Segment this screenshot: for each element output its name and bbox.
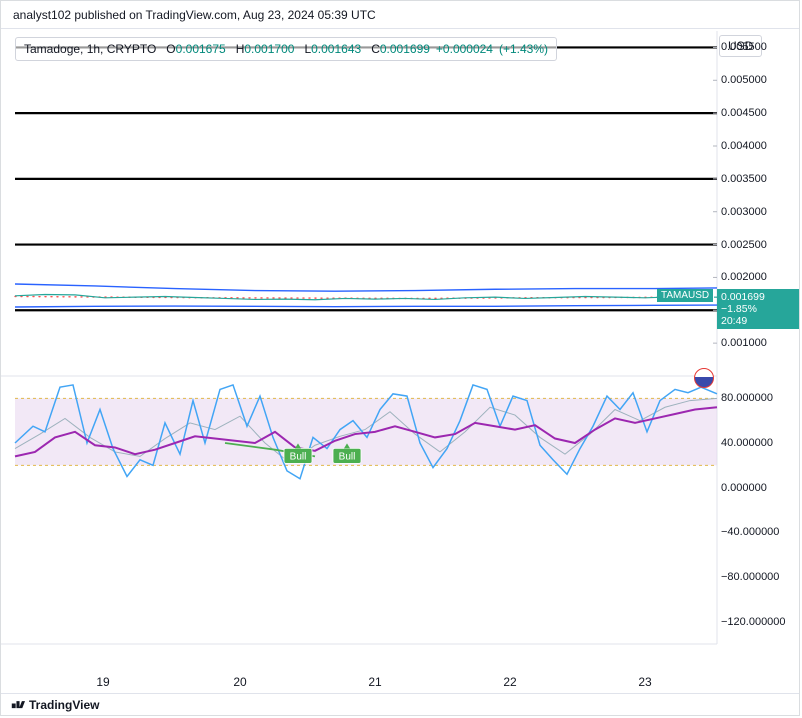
publish-header: analyst102 published on TradingView.com,… (1, 1, 799, 29)
chart-container: analyst102 published on TradingView.com,… (0, 0, 800, 716)
price-ytick: 0.002500 (721, 239, 767, 251)
flag-icon (694, 368, 714, 388)
price-ytick: 0.004000 (721, 140, 767, 152)
last-price-tag: 0.001699−1.85%20:49 (717, 289, 799, 329)
price-ytick: 0.004500 (721, 107, 767, 119)
tag-price: 0.001699 (721, 291, 795, 303)
osc-ytick: −80.000000 (721, 571, 779, 583)
x-tick: 21 (368, 675, 381, 689)
legend-symbol: Tamadoge, 1h, CRYPTO (24, 42, 156, 56)
legend-change-abs: +0.000024 (436, 42, 493, 56)
tag-pct: −1.85% (721, 303, 795, 315)
footer-branding: TradingView (1, 693, 799, 715)
footer-text: TradingView (29, 698, 99, 712)
legend-change-pct: (+1.43%) (499, 42, 548, 56)
osc-ytick: −120.000000 (721, 616, 786, 628)
legend-close: 0.001699 (380, 42, 430, 56)
legend-high: 0.001700 (244, 42, 294, 56)
price-ytick: 0.003000 (721, 206, 767, 218)
tradingview-logo-icon (11, 698, 25, 712)
legend-low: 0.001643 (311, 42, 361, 56)
x-tick: 20 (233, 675, 246, 689)
osc-ytick: −40.000000 (721, 526, 779, 538)
legend-c-label: C (371, 42, 380, 56)
price-ytick: 0.005000 (721, 74, 767, 86)
time-x-axis[interactable]: 19 20 21 22 23 (1, 675, 715, 693)
osc-ytick: 40.000000 (721, 437, 773, 449)
oscillator-y-axis[interactable]: 80.000000 40.000000 0.000000 −40.000000 −80.… (715, 376, 799, 644)
svg-text:Bull: Bull (290, 451, 307, 462)
price-ytick: 0.002000 (721, 271, 767, 283)
price-ytick: 0.005500 (721, 41, 767, 53)
tag-time: 20:49 (721, 315, 795, 327)
x-tick: 19 (96, 675, 109, 689)
svg-text:Bull: Bull (339, 451, 356, 462)
x-tick: 22 (503, 675, 516, 689)
legend-open: 0.001675 (176, 42, 226, 56)
legend-o-label: O (166, 42, 175, 56)
osc-ytick: 80.000000 (721, 392, 773, 404)
x-tick: 23 (638, 675, 651, 689)
price-ytick: 0.003500 (721, 173, 767, 185)
price-pair-tag: TAMAUSD (657, 289, 714, 302)
osc-ytick: 0.000000 (721, 482, 767, 494)
legend-bar[interactable]: Tamadoge, 1h, CRYPTO O0.001675 H0.001700… (15, 37, 557, 61)
chart-plot-area[interactable]: BullBull USD 0.0055000.0050000.0045000.0… (1, 31, 799, 689)
price-ytick: 0.001000 (721, 337, 767, 349)
